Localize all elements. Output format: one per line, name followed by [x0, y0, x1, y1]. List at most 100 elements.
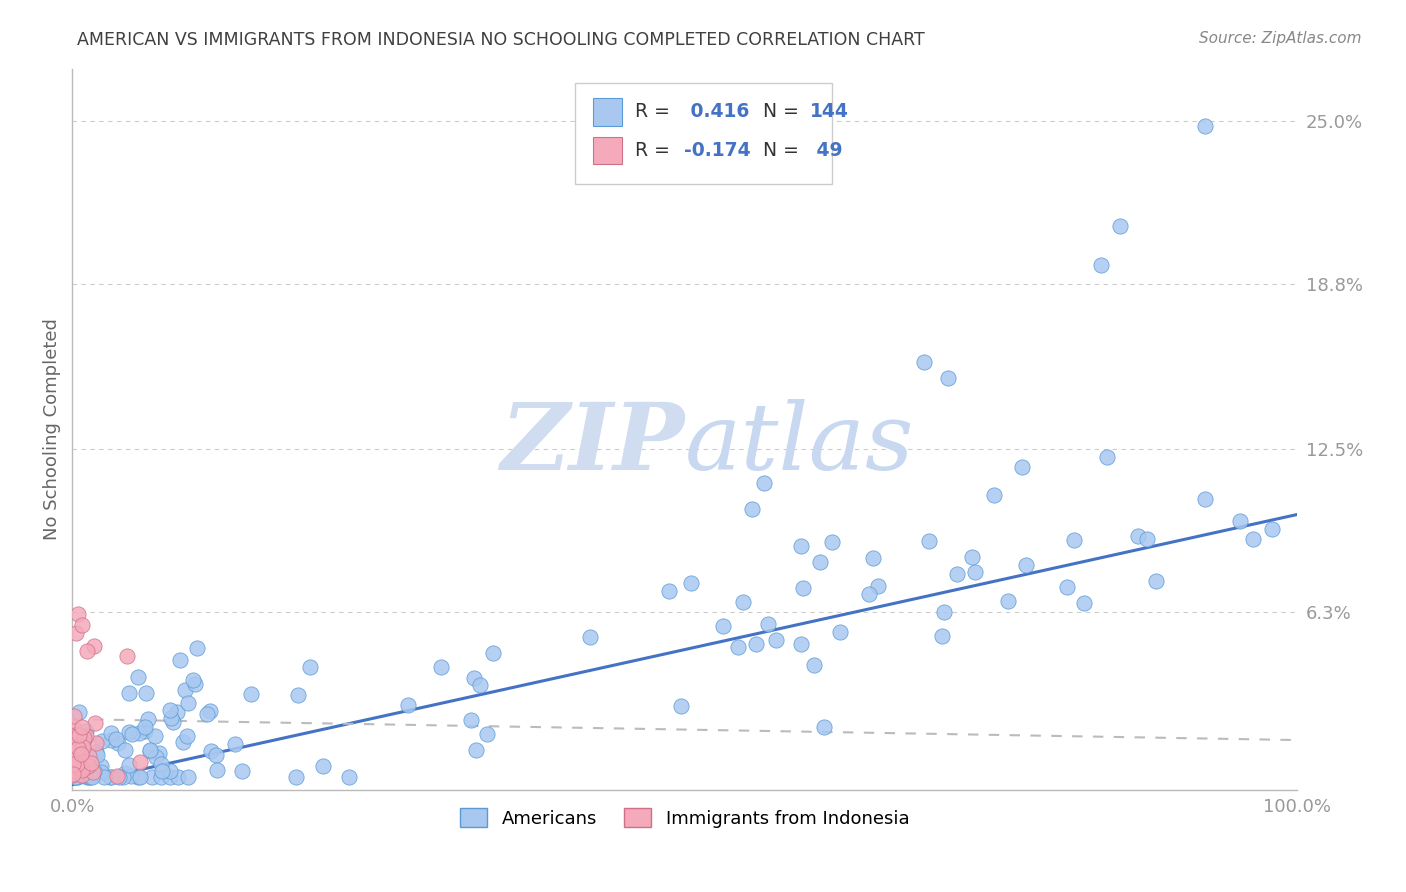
Point: [127, 670, 149, 684]
Point: [66, 770, 89, 784]
Point: [70, 720, 93, 734]
Point: [166, 770, 188, 784]
Point: [62, 767, 84, 781]
Point: [75, 729, 97, 743]
Point: [285, 770, 308, 784]
Point: [72, 763, 94, 777]
Bar: [593, 98, 623, 126]
Point: [93, 770, 115, 784]
Point: [127, 770, 149, 784]
Point: [169, 653, 191, 667]
Point: [931, 629, 953, 643]
Point: [792, 582, 814, 596]
Point: [299, 660, 322, 674]
Point: [83, 715, 105, 730]
Legend: Americans, Immigrants from Indonesia: Americans, Immigrants from Indonesia: [453, 801, 917, 835]
Point: [198, 704, 221, 718]
Point: [150, 757, 173, 772]
Text: ZIP: ZIP: [501, 399, 685, 489]
Point: [98, 770, 121, 784]
Point: [727, 640, 749, 654]
Point: [114, 766, 136, 780]
Point: [134, 724, 156, 739]
Point: [66, 749, 89, 764]
Point: [181, 673, 204, 687]
Point: [745, 637, 768, 651]
Point: [1056, 580, 1078, 594]
Point: [86, 748, 108, 763]
Point: [112, 770, 135, 784]
Point: [63, 764, 86, 779]
Point: [79, 770, 101, 784]
Point: [1136, 532, 1159, 546]
Point: [1108, 219, 1130, 233]
Point: [741, 502, 763, 516]
Point: [813, 720, 835, 734]
Point: [69, 745, 91, 759]
Point: [312, 759, 335, 773]
Point: [75, 724, 97, 739]
Point: [790, 637, 813, 651]
Point: [67, 750, 90, 764]
Point: [162, 714, 184, 729]
Point: [100, 726, 122, 740]
Point: [150, 764, 173, 778]
Text: N =: N =: [751, 141, 804, 161]
Point: [963, 565, 986, 579]
Point: [669, 699, 692, 714]
Point: [60, 752, 83, 766]
Text: 0.416: 0.416: [683, 103, 749, 121]
Y-axis label: No Schooling Completed: No Schooling Completed: [44, 318, 60, 541]
Point: [105, 769, 128, 783]
Point: [160, 710, 183, 724]
Point: [172, 735, 194, 749]
Point: [231, 764, 253, 778]
Point: [84, 736, 107, 750]
Point: [66, 770, 89, 784]
Point: [1144, 574, 1167, 589]
Point: [148, 747, 170, 761]
Point: [1063, 533, 1085, 548]
Point: [65, 763, 87, 777]
Point: [62, 737, 84, 751]
Point: [62, 752, 84, 766]
Point: [72, 761, 94, 775]
Point: [765, 633, 787, 648]
Point: [118, 686, 141, 700]
Point: [75, 761, 97, 775]
Point: [67, 728, 90, 742]
Point: [129, 756, 152, 770]
Point: [63, 740, 86, 755]
Text: Source: ZipAtlas.com: Source: ZipAtlas.com: [1198, 31, 1361, 46]
Point: [67, 607, 90, 622]
Point: [62, 756, 84, 771]
Point: [1073, 596, 1095, 610]
Point: [177, 770, 200, 784]
Point: [186, 640, 208, 655]
Point: [866, 579, 889, 593]
Point: [1126, 529, 1149, 543]
Point: [808, 555, 831, 569]
Point: [177, 697, 200, 711]
Point: [76, 750, 98, 764]
Bar: [593, 137, 623, 164]
Point: [65, 747, 87, 761]
Point: [997, 594, 1019, 608]
Text: AMERICAN VS IMMIGRANTS FROM INDONESIA NO SCHOOLING COMPLETED CORRELATION CHART: AMERICAN VS IMMIGRANTS FROM INDONESIA NO…: [77, 31, 925, 49]
Point: [80, 770, 103, 784]
Point: [945, 567, 967, 582]
Point: [159, 764, 181, 778]
Point: [1194, 120, 1216, 134]
Point: [76, 770, 98, 784]
Point: [77, 770, 100, 784]
Point: [396, 698, 419, 712]
Text: -0.174: -0.174: [683, 141, 751, 161]
Point: [121, 726, 143, 740]
Text: R =: R =: [634, 141, 675, 161]
Point: [70, 747, 93, 761]
Point: [754, 475, 776, 490]
Point: [90, 733, 112, 747]
Point: [475, 727, 498, 741]
Point: [104, 732, 127, 747]
Point: [803, 658, 825, 673]
